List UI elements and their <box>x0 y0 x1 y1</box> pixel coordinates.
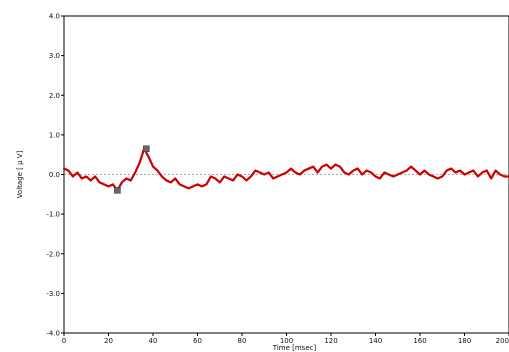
y-axis: -4.0 -3.0 -2.0 -1.0 0.0 1.0 2.0 3.0 4.0 <box>46 13 64 338</box>
x-tick-label: 80 <box>238 337 247 345</box>
x-tick-label: 100 <box>280 337 293 345</box>
peak-marker <box>143 145 150 152</box>
x-tick-label: 140 <box>369 337 382 345</box>
x-tick-label: 180 <box>458 337 471 345</box>
y-tick-label: 1.0 <box>49 131 60 139</box>
x-axis: 0 20 40 60 80 100 120 140 160 180 200 <box>62 333 509 345</box>
y-axis-title: Voltage [ μ V] <box>16 150 24 198</box>
series-line <box>62 147 509 192</box>
y-tick-label: -2.0 <box>46 250 60 258</box>
x-tick-label: 0 <box>62 337 66 345</box>
plot-frame <box>63 15 509 334</box>
x-tick-label: 160 <box>413 337 426 345</box>
x-tick-label: 40 <box>149 337 158 345</box>
y-tick-label: 2.0 <box>49 92 60 100</box>
y-tick-label: -1.0 <box>46 211 60 219</box>
x-tick-label: 200 <box>496 337 509 345</box>
y-tick-label: 4.0 <box>49 13 60 21</box>
x-tick-label: 60 <box>193 337 202 345</box>
x-tick-label: 120 <box>324 337 337 345</box>
x-tick-label: 20 <box>104 337 113 345</box>
peak-marker <box>114 187 121 194</box>
y-tick-label: -4.0 <box>46 330 60 338</box>
y-tick-label: 0.0 <box>49 171 60 179</box>
y-tick-label: 3.0 <box>49 52 60 60</box>
y-tick-label: -3.0 <box>46 290 60 298</box>
x-axis-title: Time [msec] <box>272 344 317 352</box>
marker-layer <box>114 145 150 194</box>
